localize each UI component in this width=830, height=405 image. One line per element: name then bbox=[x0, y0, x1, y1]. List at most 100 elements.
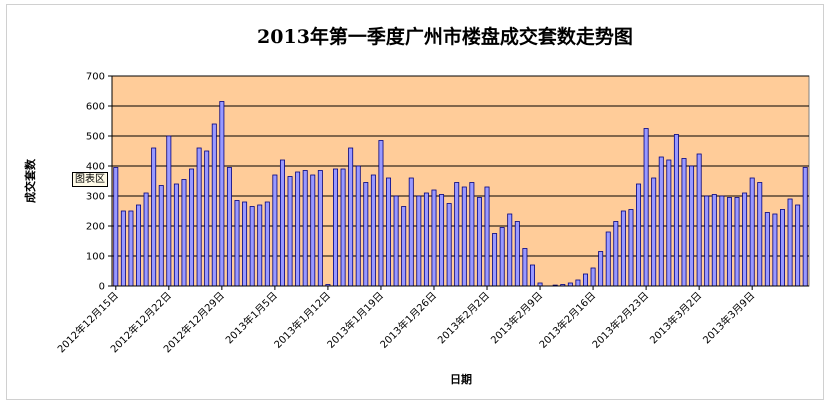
data-bar[interactable] bbox=[492, 233, 498, 287]
data-bar[interactable] bbox=[590, 267, 596, 287]
data-bar[interactable] bbox=[734, 197, 740, 287]
data-bar[interactable] bbox=[166, 135, 172, 287]
data-bar[interactable] bbox=[302, 170, 308, 287]
data-bar[interactable] bbox=[666, 159, 672, 287]
data-bar[interactable] bbox=[226, 167, 232, 287]
data-bar[interactable] bbox=[446, 203, 452, 287]
data-bar[interactable] bbox=[681, 158, 687, 287]
data-bar[interactable] bbox=[514, 221, 520, 287]
data-bar[interactable] bbox=[620, 210, 626, 287]
y-tick-label: 200 bbox=[86, 222, 105, 233]
data-bar[interactable] bbox=[204, 150, 210, 287]
data-bar[interactable] bbox=[461, 186, 467, 287]
data-bar[interactable] bbox=[780, 209, 785, 287]
data-bar[interactable] bbox=[393, 195, 399, 287]
data-bar[interactable] bbox=[370, 174, 376, 287]
data-bar[interactable] bbox=[317, 170, 323, 287]
data-bar[interactable] bbox=[181, 179, 187, 287]
data-bar[interactable] bbox=[613, 221, 619, 287]
data-bar[interactable] bbox=[272, 174, 278, 287]
data-bar[interactable] bbox=[423, 192, 429, 287]
data-bar[interactable] bbox=[583, 273, 588, 287]
data-bar[interactable] bbox=[469, 182, 475, 287]
data-bar[interactable] bbox=[257, 204, 263, 287]
data-bar[interactable] bbox=[658, 156, 664, 287]
data-bar[interactable] bbox=[711, 194, 717, 287]
data-bar[interactable] bbox=[575, 279, 581, 287]
data-bar[interactable] bbox=[673, 134, 679, 287]
data-bar[interactable] bbox=[476, 197, 482, 287]
data-bar[interactable] bbox=[757, 182, 763, 287]
x-tick-label: 2013年2月16日 bbox=[536, 289, 598, 351]
data-bar[interactable] bbox=[726, 197, 732, 287]
data-bar[interactable] bbox=[310, 174, 316, 287]
data-bar[interactable] bbox=[772, 213, 778, 287]
data-bar[interactable] bbox=[151, 147, 157, 287]
data-bar[interactable] bbox=[719, 195, 725, 287]
data-bar[interactable] bbox=[651, 177, 657, 287]
y-tick-label: 500 bbox=[86, 132, 105, 143]
data-bar[interactable] bbox=[378, 140, 384, 287]
data-bar[interactable] bbox=[295, 171, 301, 287]
data-bar[interactable] bbox=[113, 167, 119, 287]
data-bar[interactable] bbox=[416, 195, 422, 287]
data-bar[interactable] bbox=[348, 147, 354, 287]
data-bar[interactable] bbox=[499, 227, 505, 287]
data-bar[interactable] bbox=[234, 200, 240, 287]
data-bar[interactable] bbox=[219, 101, 225, 287]
data-bar[interactable] bbox=[158, 185, 164, 287]
data-bar[interactable] bbox=[484, 186, 490, 287]
plot-area[interactable] bbox=[111, 75, 810, 287]
data-bar[interactable] bbox=[636, 183, 642, 287]
chart-area-tooltip: 图表区 bbox=[72, 172, 108, 187]
data-bar[interactable] bbox=[787, 198, 793, 287]
data-bar[interactable] bbox=[136, 204, 141, 287]
data-bar[interactable] bbox=[802, 167, 808, 287]
data-bar[interactable] bbox=[439, 194, 445, 287]
data-bar[interactable] bbox=[242, 201, 248, 287]
y-tick-label: 0 bbox=[99, 282, 105, 293]
x-tick-label: 2013年1月19日 bbox=[324, 289, 386, 351]
data-bar[interactable] bbox=[795, 204, 801, 287]
data-bar[interactable] bbox=[529, 264, 535, 287]
data-bar[interactable] bbox=[211, 123, 217, 287]
data-bar[interactable] bbox=[287, 176, 293, 287]
data-bar[interactable] bbox=[386, 177, 392, 287]
data-bar[interactable] bbox=[363, 182, 369, 287]
y-tick-label: 700 bbox=[86, 72, 105, 83]
data-bar[interactable] bbox=[401, 206, 407, 287]
data-bar[interactable] bbox=[598, 251, 604, 287]
x-tick-label: 2013年2月23日 bbox=[589, 289, 651, 351]
data-bar[interactable] bbox=[333, 168, 338, 287]
data-bar[interactable] bbox=[454, 182, 460, 287]
data-bar[interactable] bbox=[696, 153, 702, 287]
data-bar[interactable] bbox=[643, 128, 649, 287]
data-bar[interactable] bbox=[507, 213, 513, 287]
data-bar[interactable] bbox=[196, 147, 202, 287]
x-axis: 2012年12月15日2012年12月22日2012年12月29日2013年1月… bbox=[55, 285, 809, 355]
chart-frame bbox=[6, 4, 824, 400]
data-bar[interactable] bbox=[431, 189, 437, 287]
data-bar[interactable] bbox=[742, 192, 748, 287]
data-bar[interactable] bbox=[249, 206, 255, 287]
data-bar[interactable] bbox=[120, 210, 126, 287]
data-bar[interactable] bbox=[749, 177, 755, 287]
data-bar[interactable] bbox=[522, 248, 528, 287]
data-bar[interactable] bbox=[764, 212, 770, 287]
data-bar[interactable] bbox=[189, 168, 195, 287]
data-bar[interactable] bbox=[605, 231, 611, 287]
data-bar[interactable] bbox=[340, 168, 346, 287]
data-bar[interactable] bbox=[689, 165, 695, 287]
data-bar[interactable] bbox=[128, 210, 134, 287]
data-bar[interactable] bbox=[355, 165, 361, 287]
data-bar[interactable] bbox=[704, 195, 710, 287]
data-bar[interactable] bbox=[264, 201, 270, 287]
y-axis-title: 成交套数 bbox=[23, 158, 37, 203]
data-bar[interactable] bbox=[279, 159, 285, 287]
data-bar[interactable] bbox=[173, 183, 179, 287]
data-bar[interactable] bbox=[408, 177, 414, 287]
data-bar[interactable] bbox=[143, 192, 149, 287]
data-bar[interactable] bbox=[628, 209, 634, 287]
